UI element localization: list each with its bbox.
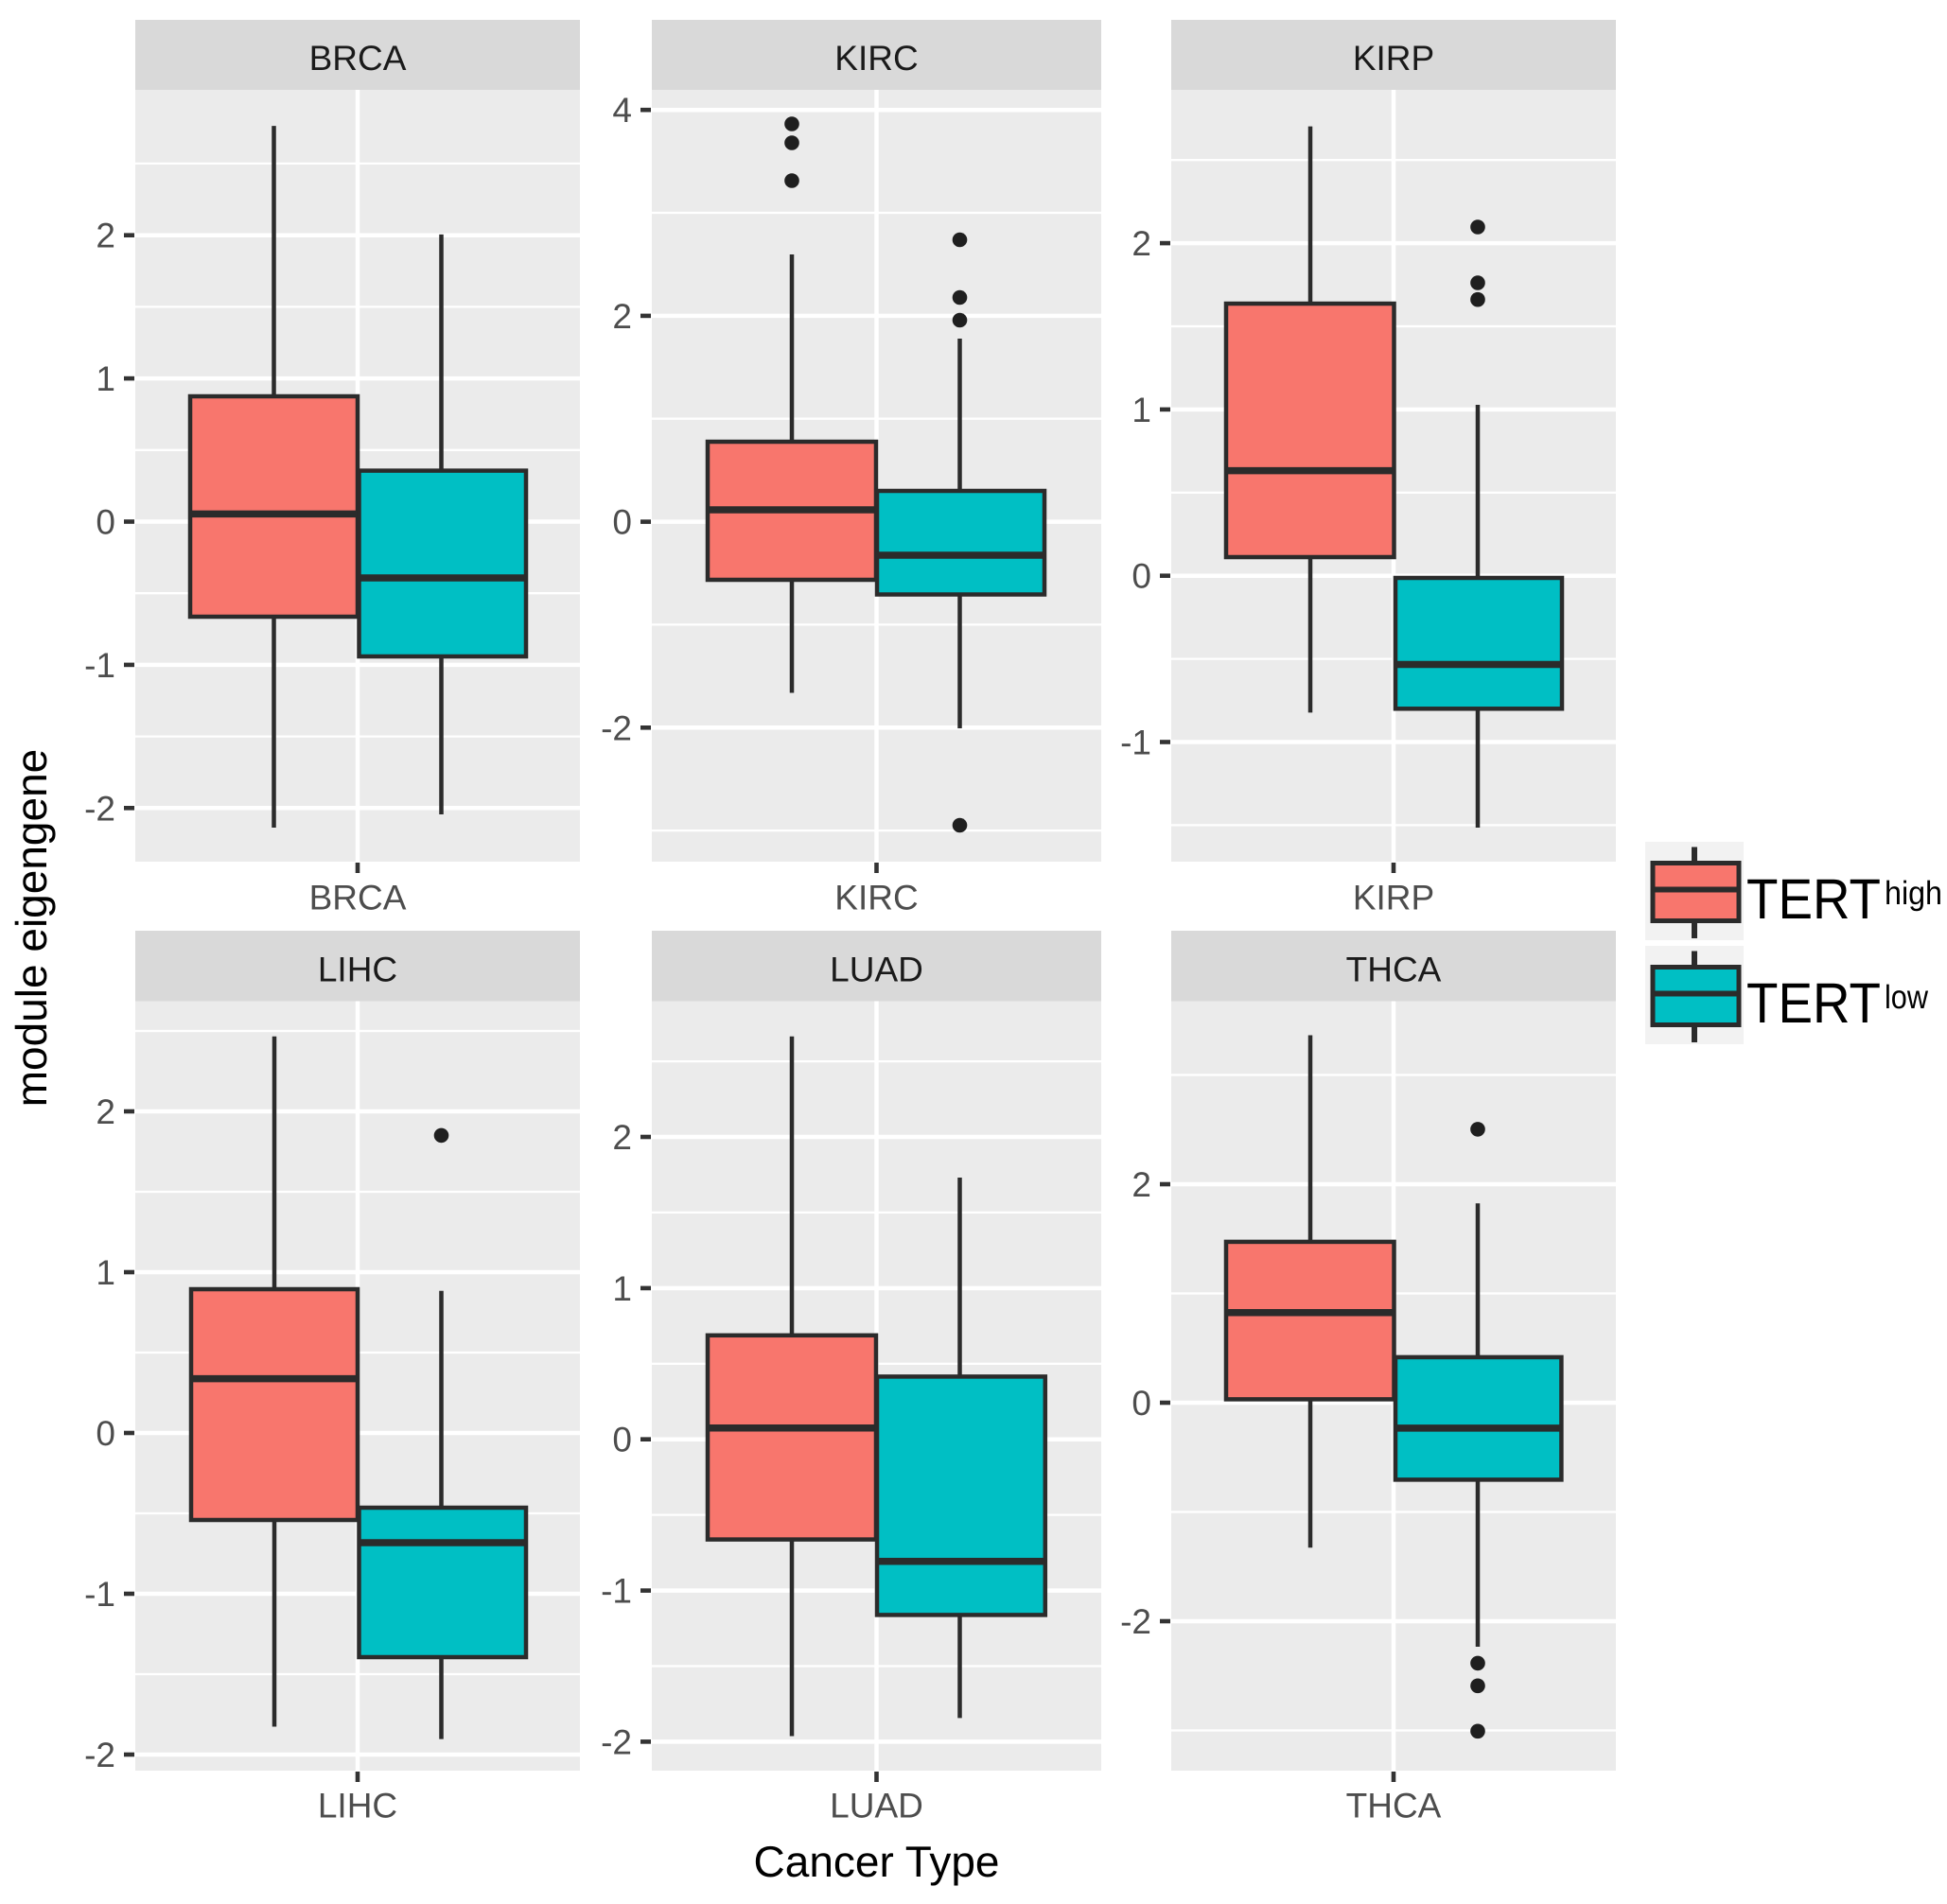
svg-text:BRCA: BRCA: [309, 879, 407, 917]
svg-text:LIHC: LIHC: [318, 1787, 397, 1825]
svg-text:LUAD: LUAD: [830, 951, 923, 989]
svg-text:-2: -2: [84, 1736, 115, 1774]
svg-text:TERT: TERT: [1746, 867, 1881, 931]
svg-text:BRCA: BRCA: [309, 39, 407, 78]
svg-text:low: low: [1885, 979, 1929, 1016]
svg-text:-1: -1: [601, 1572, 632, 1611]
svg-text:TERT: TERT: [1746, 971, 1881, 1035]
svg-text:2: 2: [612, 297, 632, 336]
svg-text:THCA: THCA: [1346, 1787, 1442, 1825]
svg-text:-2: -2: [601, 1722, 632, 1761]
svg-text:-2: -2: [601, 708, 632, 747]
svg-text:4: 4: [612, 91, 632, 130]
svg-text:2: 2: [96, 1092, 115, 1131]
svg-text:LUAD: LUAD: [830, 1787, 923, 1825]
svg-text:KIRC: KIRC: [834, 39, 918, 78]
svg-text:-1: -1: [84, 646, 115, 685]
svg-text:Cancer Type: Cancer Type: [754, 1837, 1000, 1886]
svg-text:0: 0: [96, 502, 115, 541]
svg-text:2: 2: [96, 217, 115, 255]
svg-text:LIHC: LIHC: [318, 951, 397, 989]
svg-text:1: 1: [96, 1253, 115, 1292]
svg-text:0: 0: [1131, 1384, 1151, 1423]
svg-text:-2: -2: [1120, 1602, 1151, 1641]
svg-text:KIRP: KIRP: [1353, 39, 1434, 78]
svg-text:0: 0: [1131, 557, 1151, 596]
svg-text:1: 1: [1131, 391, 1151, 429]
svg-text:2: 2: [1131, 1165, 1151, 1204]
svg-text:0: 0: [612, 503, 632, 542]
svg-text:THCA: THCA: [1346, 951, 1442, 989]
svg-text:-1: -1: [84, 1575, 115, 1614]
svg-text:high: high: [1885, 875, 1942, 912]
svg-text:KIRP: KIRP: [1353, 879, 1434, 917]
svg-text:1: 1: [612, 1269, 632, 1308]
svg-text:0: 0: [96, 1414, 115, 1453]
svg-text:module eigengene: module eigengene: [7, 749, 56, 1108]
svg-text:1: 1: [96, 359, 115, 398]
svg-text:KIRC: KIRC: [834, 879, 918, 917]
svg-text:-1: -1: [1120, 723, 1151, 761]
svg-text:0: 0: [612, 1421, 632, 1459]
svg-text:-2: -2: [84, 789, 115, 828]
svg-text:2: 2: [612, 1118, 632, 1157]
svg-text:2: 2: [1131, 224, 1151, 263]
